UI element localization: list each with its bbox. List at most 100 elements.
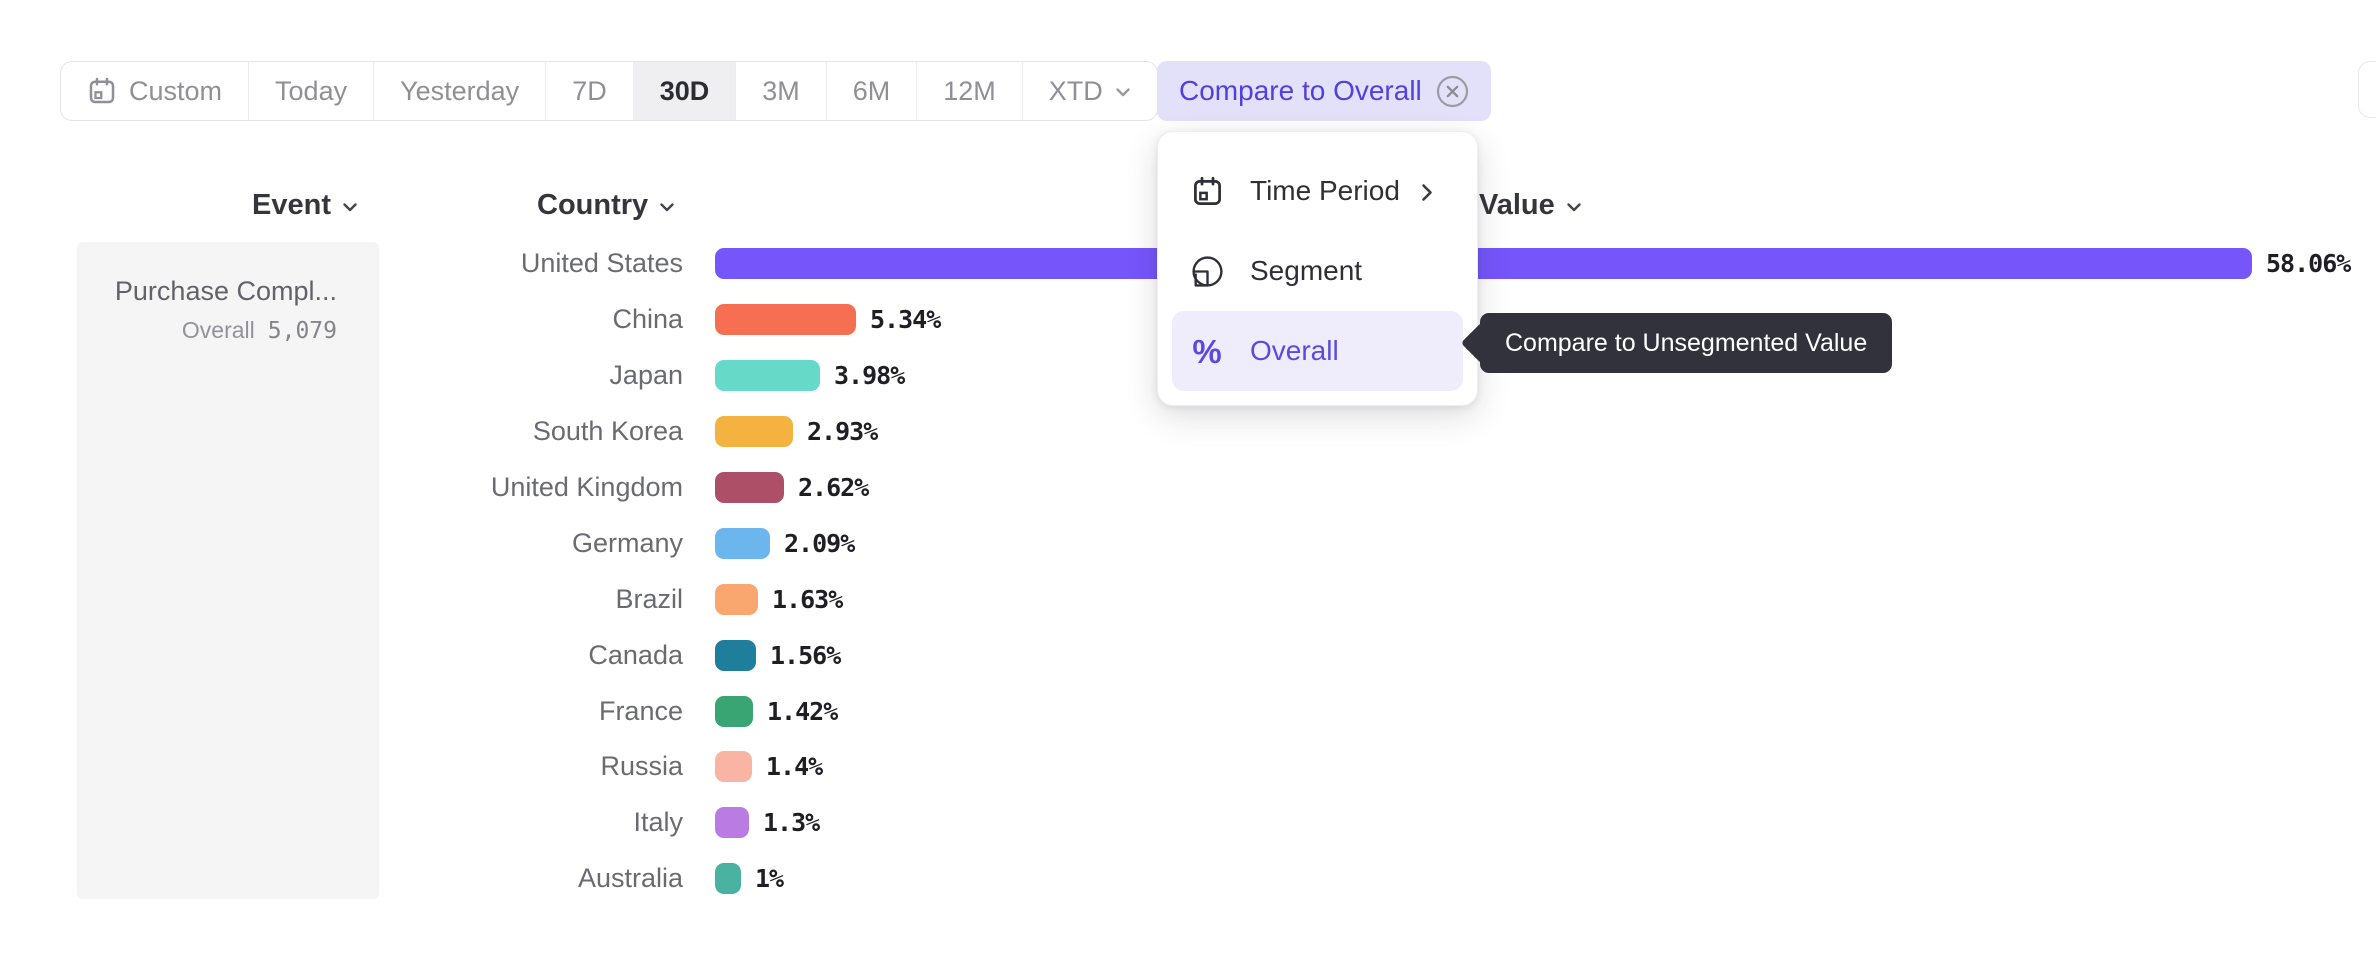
range-label: 30D — [659, 75, 710, 106]
bar-value-label: 5.34% — [870, 305, 941, 335]
compare-dropdown-menu: Time Period Segment% Overall — [1157, 131, 1478, 406]
country-label: Canada — [588, 639, 683, 670]
chart-row: Germany 2.09% — [0, 515, 2350, 571]
bar-value-label: 1.63% — [772, 584, 843, 614]
menu-item-label: Segment — [1250, 255, 1363, 286]
event-overall-row: Overall 5,079 — [95, 317, 337, 344]
chevron-down-icon — [660, 202, 674, 211]
country-bar[interactable] — [715, 416, 793, 448]
country-bar-chart: United States 58.06% China 5.34% Japan 3.98% S… — [0, 236, 2351, 907]
column-header-value[interactable]: Value — [1479, 188, 1582, 222]
country-label: Italy — [633, 807, 683, 838]
range-button-12m[interactable]: 12M — [917, 62, 1023, 120]
country-bar[interactable] — [715, 304, 856, 336]
range-label: Today — [275, 75, 348, 106]
chart-row: Italy 1.3% — [0, 795, 2350, 851]
menu-item-label: Overall — [1250, 335, 1339, 366]
bar-value-label: 2.93% — [807, 417, 878, 447]
range-button-3m[interactable]: 3M — [736, 62, 827, 120]
menu-item-label: Time Period — [1250, 175, 1400, 206]
chart-row: Australia 1% — [0, 851, 2350, 907]
bar-value-label: 2.09% — [784, 528, 855, 558]
country-label: Germany — [571, 527, 683, 558]
country-bar[interactable] — [715, 807, 749, 839]
chart-row: France 1.42% — [0, 683, 2350, 739]
calendar-icon — [89, 77, 115, 104]
overall-label: Overall — [181, 317, 255, 343]
country-bar[interactable] — [715, 639, 756, 671]
bar-value-label: 2.62% — [798, 473, 869, 502]
tooltip-text: Compare to Unsegmented Value — [1505, 328, 1868, 357]
chart-row: China 5.34% — [0, 292, 2350, 348]
bar-value-label: 58.06% — [2266, 249, 2351, 279]
event-name: Purchase Compl... — [114, 276, 337, 306]
country-label: Australia — [577, 863, 683, 894]
chart-row: Brazil 1.63% — [0, 571, 2350, 627]
event-panel-purchase-completed[interactable]: Purchase Compl... Overall 5,079 — [77, 242, 379, 899]
country-label: France — [598, 695, 683, 726]
column-header-event[interactable]: Event — [252, 188, 358, 222]
chart-row: United States 58.06% — [0, 236, 2351, 292]
menu-item-segment[interactable]: Segment — [1172, 240, 1463, 302]
country-bar[interactable] — [715, 360, 820, 392]
chevron-down-icon — [1116, 88, 1130, 97]
bar-value-label: 1% — [755, 864, 784, 894]
bar-value-label: 3.98% — [834, 361, 905, 391]
overall-tooltip: Compare to Unsegmented Value — [1460, 313, 1893, 373]
percent-icon: % — [1192, 332, 1222, 370]
range-label: Custom — [129, 75, 223, 106]
range-button-today[interactable]: Today — [249, 62, 375, 120]
country-bar[interactable] — [715, 695, 753, 727]
bar-value-label: 1.56% — [770, 640, 841, 670]
date-range-toolbar: Custom Today Yesterday 7D 30D 3M 6M 12M XTD — [60, 61, 1158, 121]
menu-item-overall[interactable]: % Overall — [1172, 311, 1463, 391]
calendar-icon-wrap — [1189, 175, 1225, 208]
compare-to-overall-label: Compare to Overall — [1179, 75, 1422, 106]
country-bar[interactable] — [715, 583, 758, 615]
range-button-30d[interactable]: 30D — [633, 62, 737, 120]
chevron-right-icon — [1422, 183, 1432, 201]
bar-value-label: 1.4% — [766, 752, 823, 782]
country-label: Japan — [609, 360, 683, 391]
chevron-down-icon — [343, 202, 357, 211]
range-label: XTD — [1048, 75, 1103, 106]
country-bar[interactable] — [715, 751, 752, 783]
range-label: 3M — [762, 75, 800, 106]
country-bar[interactable] — [715, 248, 2252, 280]
country-label: United States — [520, 248, 683, 279]
segment-icon-wrap — [1189, 254, 1225, 289]
bar-value-label: 1.42% — [767, 696, 838, 726]
column-header-country[interactable]: Country — [537, 188, 675, 222]
country-label: Russia — [600, 751, 683, 782]
calendar-icon — [1193, 176, 1221, 205]
circled-x-icon[interactable] — [1436, 75, 1469, 108]
country-bar[interactable] — [715, 472, 784, 503]
range-label: 12M — [943, 75, 996, 106]
event-column-label: Event — [252, 188, 331, 221]
clipped-right-control[interactable] — [2358, 61, 2376, 118]
menu-item-time-period[interactable]: Time Period — [1172, 160, 1463, 222]
country-label: South Korea — [532, 416, 683, 447]
range-label: Yesterday — [400, 75, 520, 106]
range-button-yesterday[interactable]: Yesterday — [374, 62, 547, 120]
range-button-custom[interactable]: Custom — [61, 62, 250, 120]
chart-row: Japan 3.98% — [0, 348, 2350, 404]
range-label: 6M — [852, 75, 891, 106]
chart-row: United Kingdom 2.62% — [0, 460, 2350, 516]
range-label: 7D — [572, 75, 607, 106]
country-column-label: Country — [537, 188, 649, 221]
country-label: United Kingdom — [490, 472, 683, 502]
range-button-xtd[interactable]: XTD — [1023, 62, 1157, 120]
country-label: China — [612, 304, 683, 335]
country-bar[interactable] — [715, 863, 741, 895]
segment-icon — [1191, 255, 1223, 287]
chevron-down-icon — [1567, 202, 1581, 211]
range-button-7d[interactable]: 7D — [546, 62, 634, 120]
value-column-label: Value — [1479, 188, 1555, 221]
country-label: Brazil — [615, 583, 683, 614]
country-bar[interactable] — [715, 527, 770, 559]
chart-row: Russia 1.4% — [0, 739, 2350, 795]
range-button-6m[interactable]: 6M — [827, 62, 918, 120]
compare-to-overall-button[interactable]: Compare to Overall — [1157, 61, 1491, 121]
